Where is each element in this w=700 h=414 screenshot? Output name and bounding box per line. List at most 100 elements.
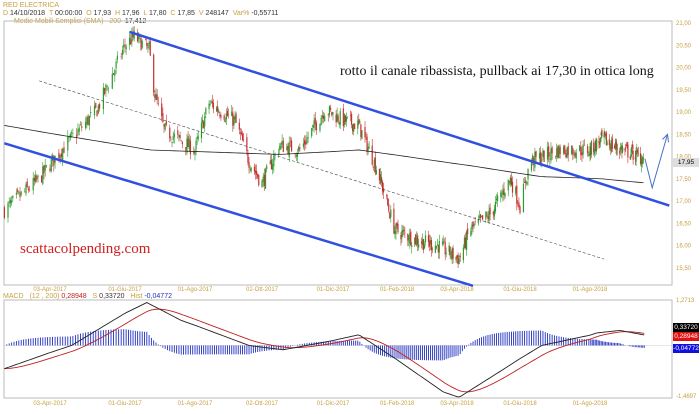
candle-body [450, 256, 452, 257]
candle-body [270, 159, 273, 170]
candle-body [327, 114, 329, 116]
ohlc-o: O 17,93 [86, 10, 112, 17]
candle-body [170, 139, 172, 141]
candle-body [462, 247, 465, 261]
last-price-box: 17,95 [673, 158, 699, 167]
candle-body [435, 245, 437, 249]
candle-body [338, 122, 340, 125]
macd-value: 0,28948 [61, 293, 87, 300]
candle-body [211, 101, 213, 104]
candle-body [527, 168, 529, 180]
candle-body [603, 132, 605, 138]
candle-body [86, 117, 88, 125]
candle-body [358, 119, 360, 123]
candle-body [571, 146, 573, 154]
candle-body [400, 234, 402, 240]
candle-body [532, 155, 534, 163]
candle-body [93, 105, 96, 116]
candle-body [172, 136, 174, 140]
y-tick-label: 16,00 [676, 244, 692, 250]
y-tick-label: 19,00 [676, 110, 692, 116]
candle-body [180, 140, 182, 142]
candle-body [321, 115, 323, 119]
candle-body [60, 153, 63, 157]
candle-body [161, 103, 163, 116]
candle-body [441, 242, 443, 244]
candle-body [403, 229, 405, 231]
candle-body [595, 139, 597, 152]
candle-body [605, 132, 607, 146]
candle-body [428, 240, 431, 247]
candle-body [205, 108, 207, 115]
candle-body [262, 176, 264, 183]
y-tick-label: 18,50 [676, 132, 692, 138]
candle-body [273, 156, 275, 167]
y-tick-label: 17,50 [676, 177, 692, 183]
candle-body [610, 147, 612, 151]
candle-body [451, 248, 453, 259]
candle-body [203, 121, 205, 129]
y-tick-label: 18,00 [676, 155, 692, 161]
candle-body [378, 168, 381, 181]
candle-body [590, 148, 592, 154]
candle-body [386, 195, 388, 197]
candle-body [26, 181, 28, 188]
candle-body [615, 142, 617, 149]
candle-body [360, 124, 362, 137]
candle-body [534, 151, 536, 168]
chart-annotation: rotto il canale ribassista, pullback ai … [340, 64, 654, 79]
ohlc-varpct: Var% -0,55711 [232, 10, 279, 17]
candle-body [563, 146, 565, 154]
candle-body [337, 116, 339, 122]
candle-body [444, 242, 446, 255]
candle-body [480, 215, 483, 217]
arrow-head-icon [662, 133, 669, 143]
candle-body [289, 141, 291, 142]
candle-body [37, 175, 39, 178]
candle-body [342, 108, 344, 127]
macd-signal-box: 0,33720 [673, 323, 699, 332]
candle-body [485, 212, 487, 220]
candle-body [305, 141, 307, 145]
candle-body [445, 252, 447, 255]
candle-body [580, 147, 582, 155]
candle-body [448, 245, 450, 252]
channel-upper-line [129, 30, 670, 207]
x-tick-label: 03-Apr-2017 [33, 287, 67, 293]
candle-body [422, 239, 425, 251]
candle-body [77, 129, 79, 135]
candle-body [611, 138, 613, 149]
candle-body [542, 150, 544, 157]
candle-body [470, 230, 472, 236]
signal-value: 0,33720 [99, 293, 125, 300]
candle-body [288, 142, 290, 158]
candle-body [415, 234, 417, 244]
candle-body [635, 150, 637, 162]
candle-body [264, 168, 267, 189]
candle-body [179, 135, 181, 139]
candle-body [232, 112, 234, 126]
candle-body [600, 132, 602, 136]
candle-body [12, 195, 14, 199]
candle-body [466, 231, 468, 250]
candle-body [98, 104, 101, 109]
candle-body [332, 112, 334, 115]
candle-body [315, 122, 318, 131]
y-tick-label: 20,00 [676, 66, 692, 72]
x-tick-label: 01-Ago-2018 [573, 401, 608, 407]
candle-body [226, 110, 229, 116]
candle-body [427, 235, 430, 242]
candle-body [640, 158, 642, 167]
candle-body [88, 115, 91, 125]
candle-body [390, 209, 392, 217]
candle-body [339, 111, 341, 125]
candle-body [257, 173, 259, 178]
candle-body [380, 177, 383, 183]
candle-body [350, 113, 353, 125]
candle-body [153, 54, 155, 93]
price-panel-frame [3, 20, 673, 286]
candle-body [625, 147, 627, 148]
macd-legend: MACD (12 , 200) 0,28948 S 0,33720 Hist -… [3, 293, 172, 300]
candle-body [525, 180, 527, 184]
